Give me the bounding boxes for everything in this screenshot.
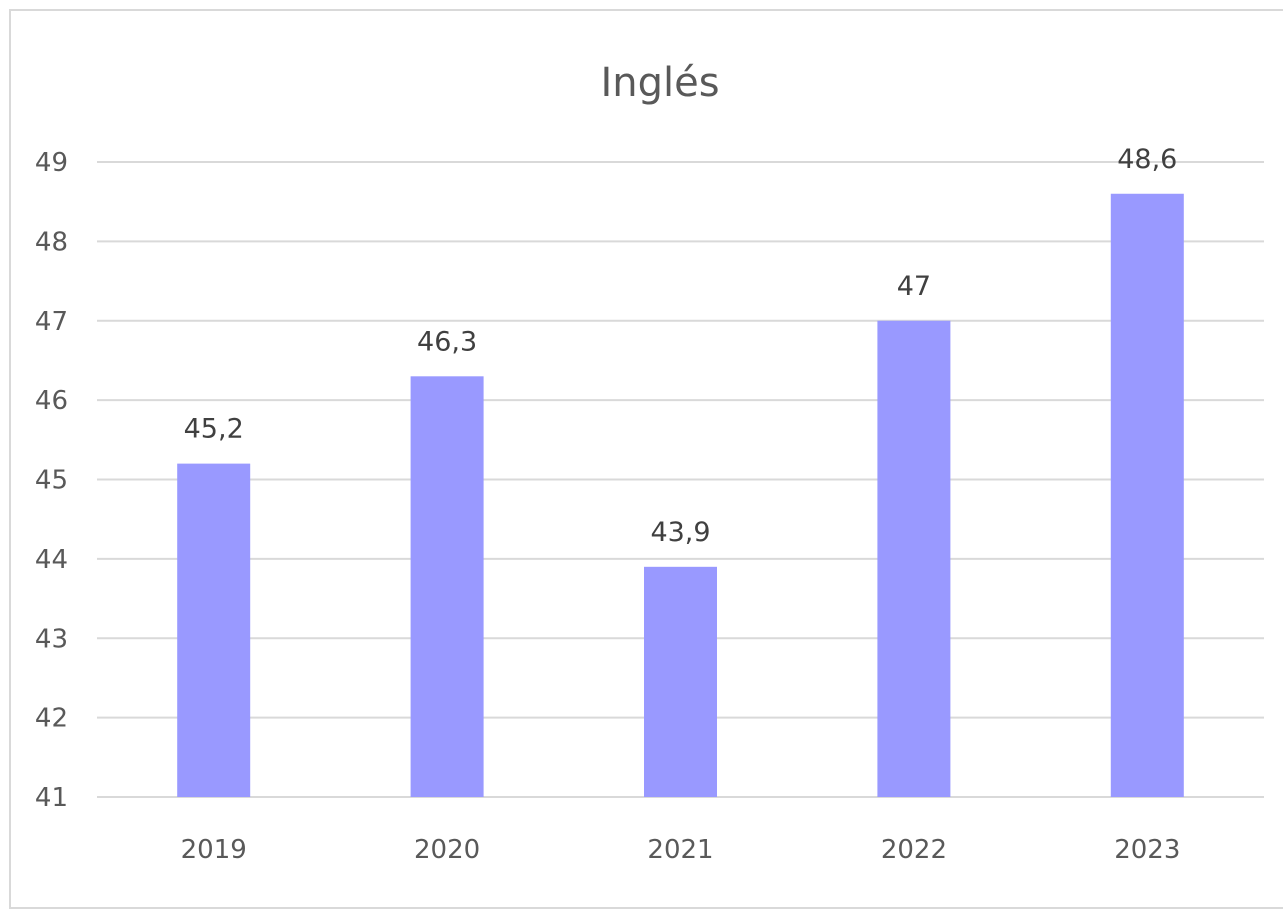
y-tick-label: 45 xyxy=(35,466,68,496)
data-label: 46,3 xyxy=(417,326,477,357)
data-labels: 45,2 46,3 43,9 47 48,6 xyxy=(184,144,1178,548)
chart-title: Inglés xyxy=(600,60,719,106)
x-tick-label: 2020 xyxy=(414,835,480,865)
data-label: 47 xyxy=(897,271,931,302)
y-tick-label: 43 xyxy=(35,624,68,654)
bar xyxy=(1110,193,1184,797)
y-tick-label: 47 xyxy=(35,307,68,337)
x-tick-label: 2019 xyxy=(181,835,247,865)
x-tick-label: 2022 xyxy=(881,835,947,865)
y-axis-ticks: 41 42 43 44 45 46 47 48 49 xyxy=(35,148,68,813)
bar-chart: Inglés 41 42 43 44 45 46 47 48 49 45,2 46,3 43,9 47… xyxy=(35,60,1264,865)
bars xyxy=(177,193,1184,797)
y-tick-label: 46 xyxy=(35,386,68,416)
bar xyxy=(644,566,717,797)
y-tick-label: 49 xyxy=(35,148,68,178)
x-tick-label: 2021 xyxy=(647,835,713,865)
x-axis-ticks: 2019 2020 2021 2022 2023 xyxy=(181,835,1181,865)
bar xyxy=(410,376,484,797)
y-tick-label: 42 xyxy=(35,704,68,734)
data-label: 43,9 xyxy=(650,517,710,548)
data-label: 48,6 xyxy=(1117,144,1177,175)
bar xyxy=(177,463,251,797)
bar xyxy=(877,320,951,797)
y-tick-label: 44 xyxy=(35,545,68,575)
y-tick-label: 41 xyxy=(35,783,68,813)
data-label: 45,2 xyxy=(184,414,244,445)
x-tick-label: 2023 xyxy=(1114,835,1180,865)
y-tick-label: 48 xyxy=(35,227,68,257)
